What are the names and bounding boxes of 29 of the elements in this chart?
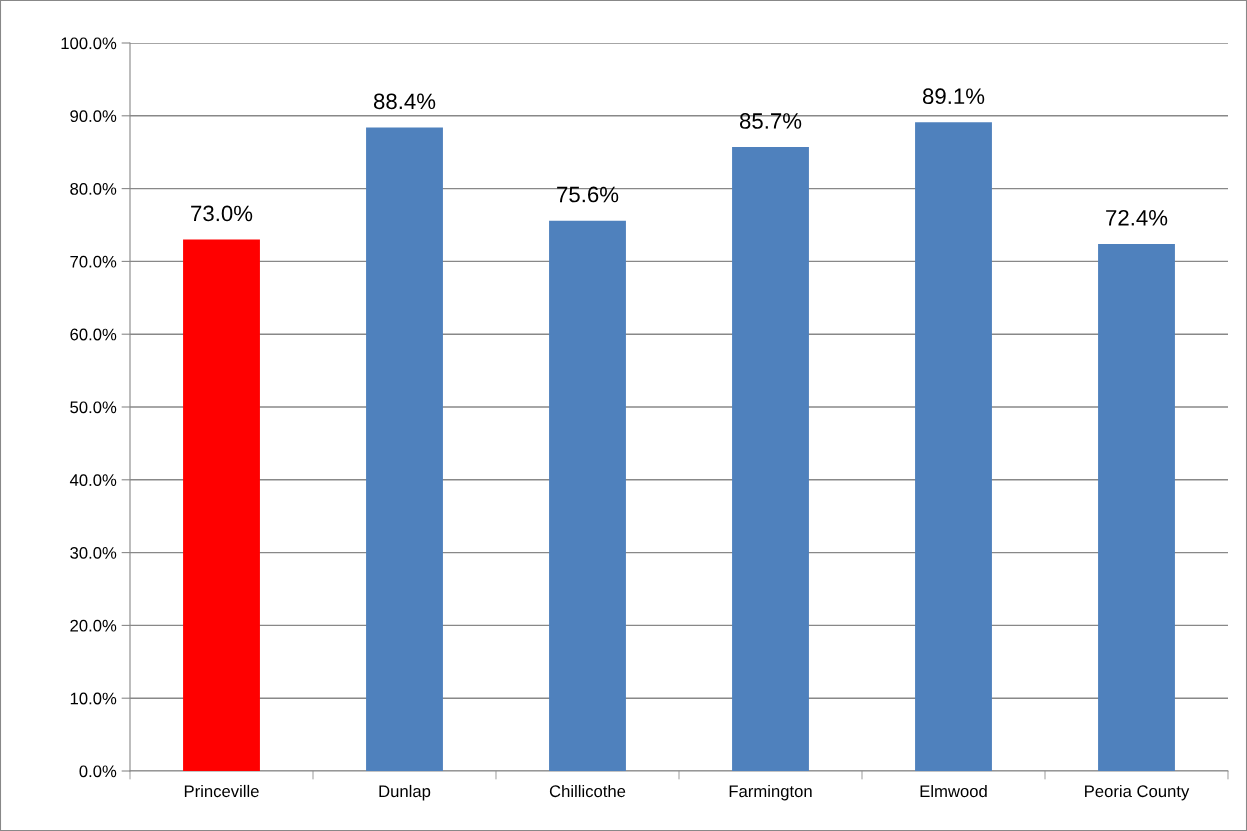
x-tick-label: Dunlap: [379, 784, 431, 801]
bar: [915, 122, 992, 771]
x-tick-label: Peoria County: [1085, 784, 1190, 801]
y-tick-label: 10.0%: [70, 692, 117, 705]
data-label: 89.1%: [922, 88, 985, 105]
y-tick-label: 100.0%: [61, 37, 117, 50]
data-label: 73.0%: [191, 205, 253, 222]
x-tick-label: Chillicothe: [549, 784, 626, 798]
y-tick-label: 40.0%: [69, 474, 117, 486]
bar: [732, 147, 809, 771]
y-tick-label: 80.0%: [70, 183, 117, 195]
bar: [183, 239, 260, 771]
y-tick-label: 30.0%: [70, 547, 117, 559]
data-label: 88.4%: [373, 93, 436, 110]
bar: [366, 127, 443, 771]
bar: [1098, 243, 1175, 771]
bar: [549, 220, 626, 771]
x-tick-label: Elmwood: [920, 784, 987, 798]
x-tick-label: Farmington: [729, 784, 812, 801]
y-tick-label: 60.0%: [70, 328, 117, 341]
data-label: 72.4%: [1106, 209, 1168, 226]
y-tick-label: 50.0%: [70, 401, 117, 414]
data-label: 85.7%: [739, 113, 802, 129]
x-tick-label: Princeville: [184, 784, 259, 798]
y-tick-label: 20.0%: [70, 619, 117, 632]
data-label: 75.6%: [557, 186, 619, 203]
y-tick-label: 0.0%: [79, 765, 117, 778]
y-tick-label: 90.0%: [70, 110, 117, 122]
y-tick-label: 70.0%: [70, 255, 117, 268]
